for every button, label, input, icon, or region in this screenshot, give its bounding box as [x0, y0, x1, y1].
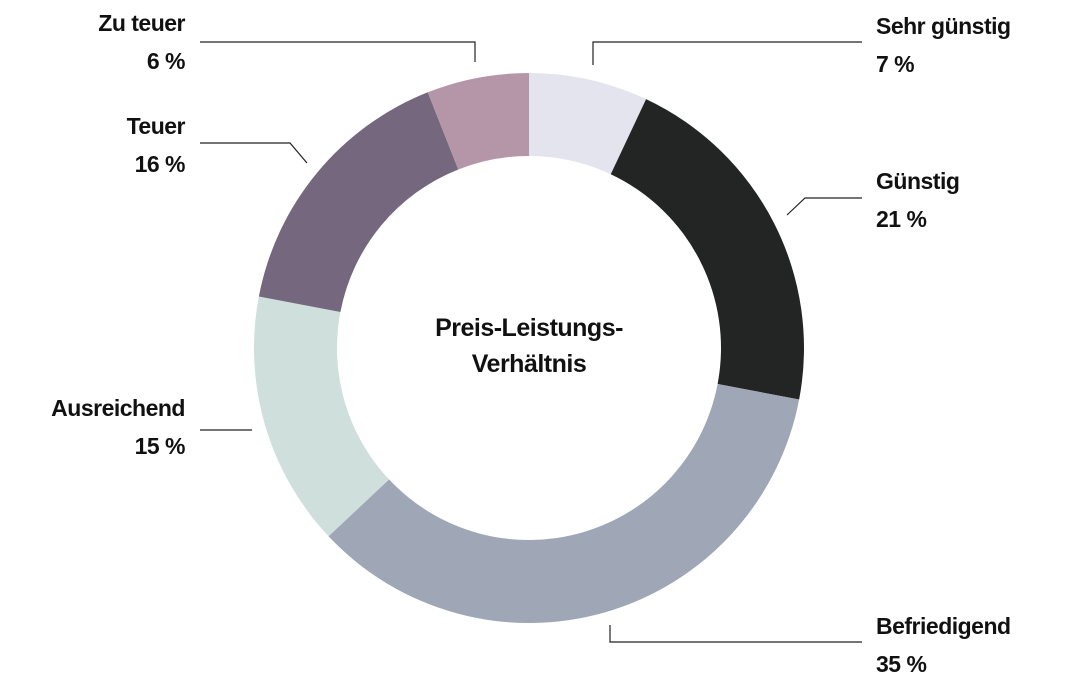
donut-slice	[328, 383, 800, 623]
leader-line	[200, 41, 476, 62]
chart-title: Preis-Leistungs-Verhältnis	[435, 314, 623, 378]
donut-slice	[254, 296, 390, 537]
slice-value-label: 15 %	[135, 433, 185, 459]
slice-value-label: 35 %	[876, 651, 926, 677]
slice-label: Befriedigend	[876, 613, 1011, 639]
slice-value-label: 7 %	[876, 51, 914, 77]
slice-label: Sehr günstig	[876, 13, 1011, 39]
slice-value-label: 6 %	[147, 48, 185, 74]
donut-slice	[427, 73, 529, 170]
leader-line	[200, 142, 308, 164]
slice-label: Günstig	[876, 168, 959, 194]
slice-label: Zu teuer	[98, 10, 185, 36]
slice-value-label: 16 %	[135, 151, 185, 177]
leader-line	[786, 197, 862, 216]
leader-line	[609, 625, 862, 643]
donut-slice	[529, 73, 647, 175]
leader-line	[592, 41, 862, 65]
slice-value-label: 21 %	[876, 206, 926, 232]
slice-label: Ausreichend	[51, 395, 185, 421]
slice-label: Teuer	[127, 113, 186, 139]
donut-slice	[610, 99, 804, 400]
donut-slice	[258, 92, 459, 313]
